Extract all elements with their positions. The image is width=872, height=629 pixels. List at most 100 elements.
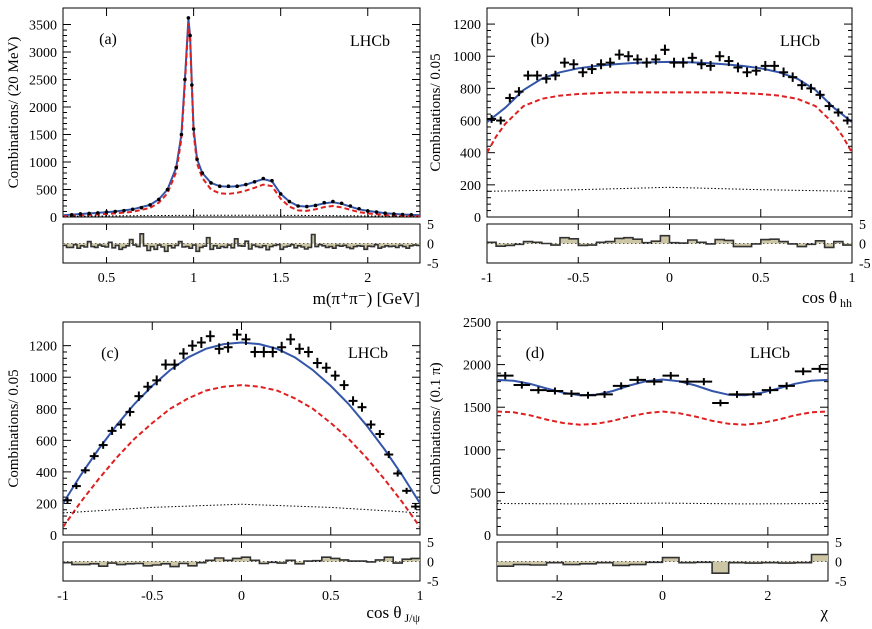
- y-tick-label: 0: [484, 529, 491, 544]
- fit-curve-signal: [487, 91, 852, 154]
- data-point: [261, 176, 266, 181]
- pull-bar: [842, 243, 852, 246]
- fit-curves: [487, 44, 852, 192]
- data-point: [187, 340, 197, 352]
- data-point: [148, 203, 152, 207]
- data-point: [365, 209, 370, 213]
- fit-curves: [63, 328, 420, 528]
- data-point: [89, 452, 99, 460]
- pull-bar: [248, 243, 252, 249]
- data-point-marker: [383, 211, 387, 215]
- pull-bar: [330, 558, 340, 562]
- pull-bar: [70, 243, 74, 248]
- data-point: [733, 62, 743, 73]
- pull-bar: [375, 559, 385, 562]
- pull-bar: [245, 241, 249, 244]
- data-point: [769, 60, 779, 71]
- pull-bar: [294, 243, 298, 248]
- data-point: [71, 483, 81, 490]
- data-point-marker: [374, 210, 379, 214]
- data-point: [295, 343, 304, 355]
- pull-bar: [179, 561, 188, 564]
- pull-bar: [269, 243, 273, 247]
- data-point: [587, 64, 597, 74]
- fit-curve-signal: [63, 23, 420, 217]
- y-tick-label: 3500: [29, 19, 57, 34]
- pull-bar: [94, 243, 98, 248]
- pull-bar: [119, 243, 123, 250]
- data-point: [196, 337, 206, 349]
- fit-curve-total-fit: [63, 341, 420, 504]
- data-point: [339, 380, 349, 390]
- pull-bar: [385, 243, 389, 246]
- pull-bar: [578, 243, 588, 246]
- y-tick-label: 0: [474, 211, 481, 226]
- data-point: [496, 116, 506, 125]
- pull-bar: [241, 557, 251, 562]
- pull-bar: [371, 243, 375, 247]
- data-point: [170, 359, 180, 370]
- data-point: [523, 70, 533, 81]
- pull-bar: [129, 239, 133, 244]
- data-point: [226, 184, 231, 188]
- y-tick-label: 400: [460, 147, 481, 162]
- pull-bar: [259, 243, 263, 248]
- pull-bar: [660, 235, 670, 244]
- data-point: [794, 367, 812, 376]
- data-point: [745, 390, 762, 398]
- x-axis-title-subscript: hh: [837, 296, 852, 310]
- data-point: [241, 333, 251, 345]
- data-point: [612, 382, 630, 390]
- pull-bar: [811, 554, 828, 562]
- data-point-marker: [305, 204, 309, 209]
- data-point: [116, 420, 126, 429]
- panel-label: (b): [531, 31, 550, 48]
- pull-bar: [742, 243, 752, 247]
- data-point: [614, 49, 624, 60]
- data-point: [660, 44, 670, 55]
- pull-bar: [89, 561, 99, 564]
- pull-bar: [833, 241, 843, 244]
- data-point: [223, 341, 233, 353]
- pull-bar: [126, 243, 130, 246]
- data-point: [392, 212, 396, 216]
- data-point: [541, 74, 551, 84]
- data-point-marker: [270, 178, 274, 183]
- x-tick-label: -1: [481, 271, 493, 286]
- data-point: [669, 57, 679, 68]
- data-point-marker: [186, 16, 191, 20]
- y-tick-label: 1200: [453, 18, 481, 33]
- data-point: [530, 386, 547, 394]
- pull-bar: [297, 243, 301, 246]
- pull-bar: [283, 243, 287, 248]
- pull-bar: [339, 243, 343, 247]
- pull-bar: [87, 241, 91, 244]
- pull-bar: [416, 243, 420, 246]
- data-point: [633, 54, 643, 65]
- x-tick-label: 0: [659, 589, 666, 604]
- pull-bar: [623, 237, 633, 244]
- y-tick-label: 0: [50, 529, 57, 544]
- data-point: [235, 184, 239, 188]
- pull-tick-label: -5: [859, 257, 871, 272]
- fit-curve-background: [497, 502, 828, 505]
- pull-bar: [80, 243, 84, 246]
- data-point: [596, 59, 606, 70]
- data-point-marker: [190, 83, 194, 87]
- pull-bar: [98, 561, 108, 567]
- data-point: [78, 212, 83, 216]
- x-tick-label: -0.5: [567, 271, 589, 286]
- pull-bar: [311, 234, 315, 244]
- data-point: [130, 207, 135, 212]
- data-point: [596, 390, 613, 398]
- pull-bar: [353, 243, 357, 247]
- pull-bar: [505, 243, 515, 246]
- data-point-marker: [348, 204, 353, 208]
- data-point-marker: [122, 208, 126, 213]
- data-point: [629, 376, 646, 384]
- data-point: [286, 333, 296, 345]
- data-point-marker: [226, 184, 231, 188]
- fit-curve-background: [63, 214, 420, 217]
- pull-bar: [196, 243, 200, 252]
- data-point: [487, 114, 497, 123]
